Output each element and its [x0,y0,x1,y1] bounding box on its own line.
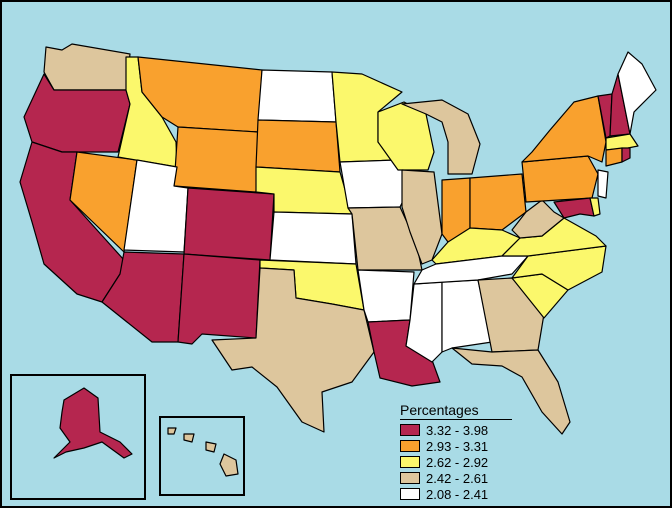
state-wyoming[interactable] [173,126,259,193]
state-oregon[interactable] [23,73,131,153]
legend-swatch [400,424,420,436]
state-hawaii-main[interactable] [219,453,239,477]
state-washington[interactable] [43,43,131,91]
state-illinois[interactable] [401,169,443,265]
legend-swatch [400,488,420,500]
state-delaware[interactable] [589,197,601,217]
legend-swatch [400,472,420,484]
state-new-york[interactable] [521,95,607,163]
legend-item: 3.32 - 3.98 [400,422,514,438]
state-michigan[interactable] [401,99,481,175]
state-florida[interactable] [451,347,571,435]
legend-label: 3.32 - 3.98 [426,422,489,438]
state-south-dakota[interactable] [255,119,341,173]
legend-label: 2.62 - 2.92 [426,454,489,470]
legend: Percentages 3.32 - 3.98 2.93 - 3.31 2.62… [400,402,514,502]
state-new-mexico[interactable] [177,253,261,345]
state-colorado[interactable] [183,187,275,261]
state-hawaii-kauai[interactable] [167,427,177,435]
state-ohio[interactable] [469,173,527,231]
hawaii-inset-frame [159,416,245,496]
legend-item: 2.42 - 2.61 [400,470,514,486]
legend-label: 2.08 - 2.41 [426,486,489,502]
state-maryland[interactable] [553,197,595,219]
state-connecticut[interactable] [605,147,623,167]
state-hawaii-maui[interactable] [205,441,217,453]
legend-item: 2.62 - 2.92 [400,454,514,470]
legend-label: 2.93 - 3.31 [426,438,489,454]
state-new-jersey[interactable] [597,169,609,199]
legend-label: 2.42 - 2.61 [426,470,489,486]
legend-item: 2.08 - 2.41 [400,486,514,502]
state-massachusetts[interactable] [605,133,639,151]
state-kansas[interactable] [269,211,357,265]
legend-title: Percentages [400,402,512,420]
state-hawaii-oahu[interactable] [183,433,195,443]
state-alaska[interactable] [53,387,133,459]
legend-swatch [400,456,420,468]
legend-swatch [400,440,420,452]
state-north-dakota[interactable] [257,69,337,123]
state-west-virginia[interactable] [511,199,565,239]
state-arkansas[interactable] [357,269,415,323]
state-texas[interactable] [211,267,375,433]
legend-item: 2.93 - 3.31 [400,438,514,454]
state-rhode-island[interactable] [621,147,631,163]
alaska-inset-frame [10,374,146,500]
state-tennessee[interactable] [413,255,529,285]
state-pennsylvania[interactable] [521,155,599,203]
